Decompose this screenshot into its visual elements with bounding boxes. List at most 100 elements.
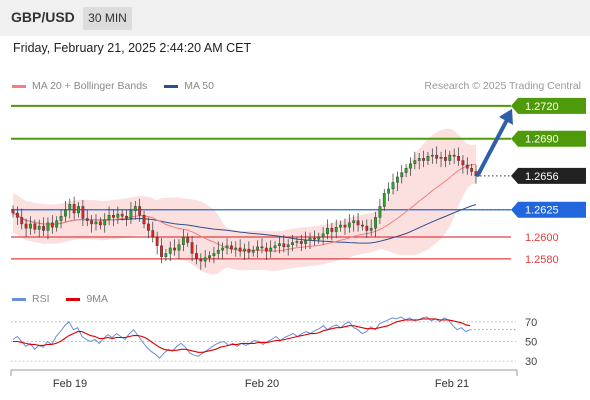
candle-body xyxy=(444,157,447,161)
candle-body xyxy=(243,248,246,252)
candle-body xyxy=(430,154,434,157)
ma50-label: MA 50 xyxy=(184,80,214,92)
candle-body xyxy=(247,248,251,253)
candle-body xyxy=(112,214,115,218)
instrument-symbol: GBP/USD xyxy=(11,9,75,25)
candle-body xyxy=(37,225,41,230)
candle-body xyxy=(68,204,72,210)
candle-body xyxy=(422,158,425,161)
candle-body xyxy=(190,242,194,254)
legend-9ma: 9MA xyxy=(66,293,108,305)
candle-body xyxy=(160,245,163,257)
rsi-legend: RSI 9MA xyxy=(12,293,122,305)
candle-body xyxy=(195,253,198,260)
candle-body xyxy=(234,247,238,250)
candle-body xyxy=(470,168,474,172)
price-label: 1.2625 xyxy=(525,205,559,217)
candle-body xyxy=(312,237,316,240)
candle-body xyxy=(395,176,399,183)
time-axis-label: Feb 19 xyxy=(53,378,87,390)
ma50-swatch xyxy=(164,84,179,88)
candle-body xyxy=(461,160,465,166)
candle-body xyxy=(457,155,460,161)
price-tag-bg xyxy=(511,167,586,184)
candle-body xyxy=(59,216,63,221)
candle-body xyxy=(164,253,168,257)
legend-rsi: RSI xyxy=(12,293,50,305)
candle-body xyxy=(15,212,19,218)
projection-arrow-shaft xyxy=(476,115,510,177)
candle-body xyxy=(208,255,211,258)
candle-body xyxy=(229,245,233,250)
candle-body xyxy=(308,237,312,241)
candle-body xyxy=(33,223,37,230)
candle-body xyxy=(138,206,142,216)
candle-body xyxy=(64,209,67,217)
candle-body xyxy=(29,223,32,229)
candle-body xyxy=(77,206,80,214)
candle-body xyxy=(374,217,377,229)
candle-body xyxy=(291,242,294,245)
candle-body xyxy=(129,210,133,219)
candle-body xyxy=(216,249,220,254)
candle-body xyxy=(133,206,137,212)
rsi-ma9-line xyxy=(13,318,471,353)
candle-body xyxy=(409,163,412,169)
candle-body xyxy=(295,241,299,243)
candle-body xyxy=(343,224,347,228)
candle-body xyxy=(116,213,120,218)
price-tag-1.2690: 1.2690 xyxy=(511,130,586,147)
rsi-label: RSI xyxy=(32,293,50,305)
candle-body xyxy=(256,246,260,251)
rsi-tick-label: 70 xyxy=(525,317,537,329)
candle-body xyxy=(369,228,373,231)
ma9-swatch xyxy=(66,297,81,301)
candle-body xyxy=(299,241,303,244)
candle-body xyxy=(387,188,391,194)
candle-body xyxy=(199,258,203,262)
candle-body xyxy=(203,257,207,262)
candle-body xyxy=(435,154,439,159)
candle-body xyxy=(181,236,185,245)
candle-body xyxy=(81,206,85,219)
candle-body xyxy=(50,222,54,228)
time-axis-label: Feb 20 xyxy=(245,378,279,390)
candle-body xyxy=(251,249,255,253)
candle-body xyxy=(46,222,50,231)
candle-body xyxy=(286,244,290,248)
ma20-swatch xyxy=(12,84,26,88)
rsi-swatch xyxy=(12,297,26,301)
price-tag-bg xyxy=(511,97,586,114)
candle-body xyxy=(404,168,408,173)
candle-body xyxy=(168,247,172,254)
candle-body xyxy=(448,154,452,161)
price-tag-1.2600: 1.2600 xyxy=(525,232,559,244)
rsi-line xyxy=(12,316,471,359)
candle-body xyxy=(11,209,15,214)
price-tag-1.2625: 1.2625 xyxy=(511,201,586,218)
ma20-label: MA 20 + Bollinger Bands xyxy=(32,80,148,92)
candle-body xyxy=(85,218,89,221)
candle-body xyxy=(238,247,242,252)
candle-body xyxy=(225,245,229,249)
price-tag-1.2656: 1.2656 xyxy=(511,167,586,184)
price-tag-bg xyxy=(511,130,586,147)
candle-body xyxy=(273,245,277,249)
candle-body xyxy=(304,240,308,244)
bollinger-band xyxy=(13,128,476,275)
price-label: 1.2690 xyxy=(525,134,559,146)
candle-body xyxy=(155,236,159,246)
time-axis-label: Feb 21 xyxy=(435,378,469,390)
candle-body xyxy=(317,236,321,240)
price-tag-1.2720: 1.2720 xyxy=(511,97,586,114)
candle-body xyxy=(103,219,107,226)
candle-body xyxy=(212,253,216,256)
candle-body xyxy=(356,220,360,226)
price-label: 1.2656 xyxy=(525,171,559,183)
candle-body xyxy=(269,247,273,252)
candle-body xyxy=(278,243,281,246)
timeframe-button[interactable]: 30 MIN xyxy=(83,7,132,30)
candle-body xyxy=(352,220,356,224)
candle-body xyxy=(330,228,334,232)
